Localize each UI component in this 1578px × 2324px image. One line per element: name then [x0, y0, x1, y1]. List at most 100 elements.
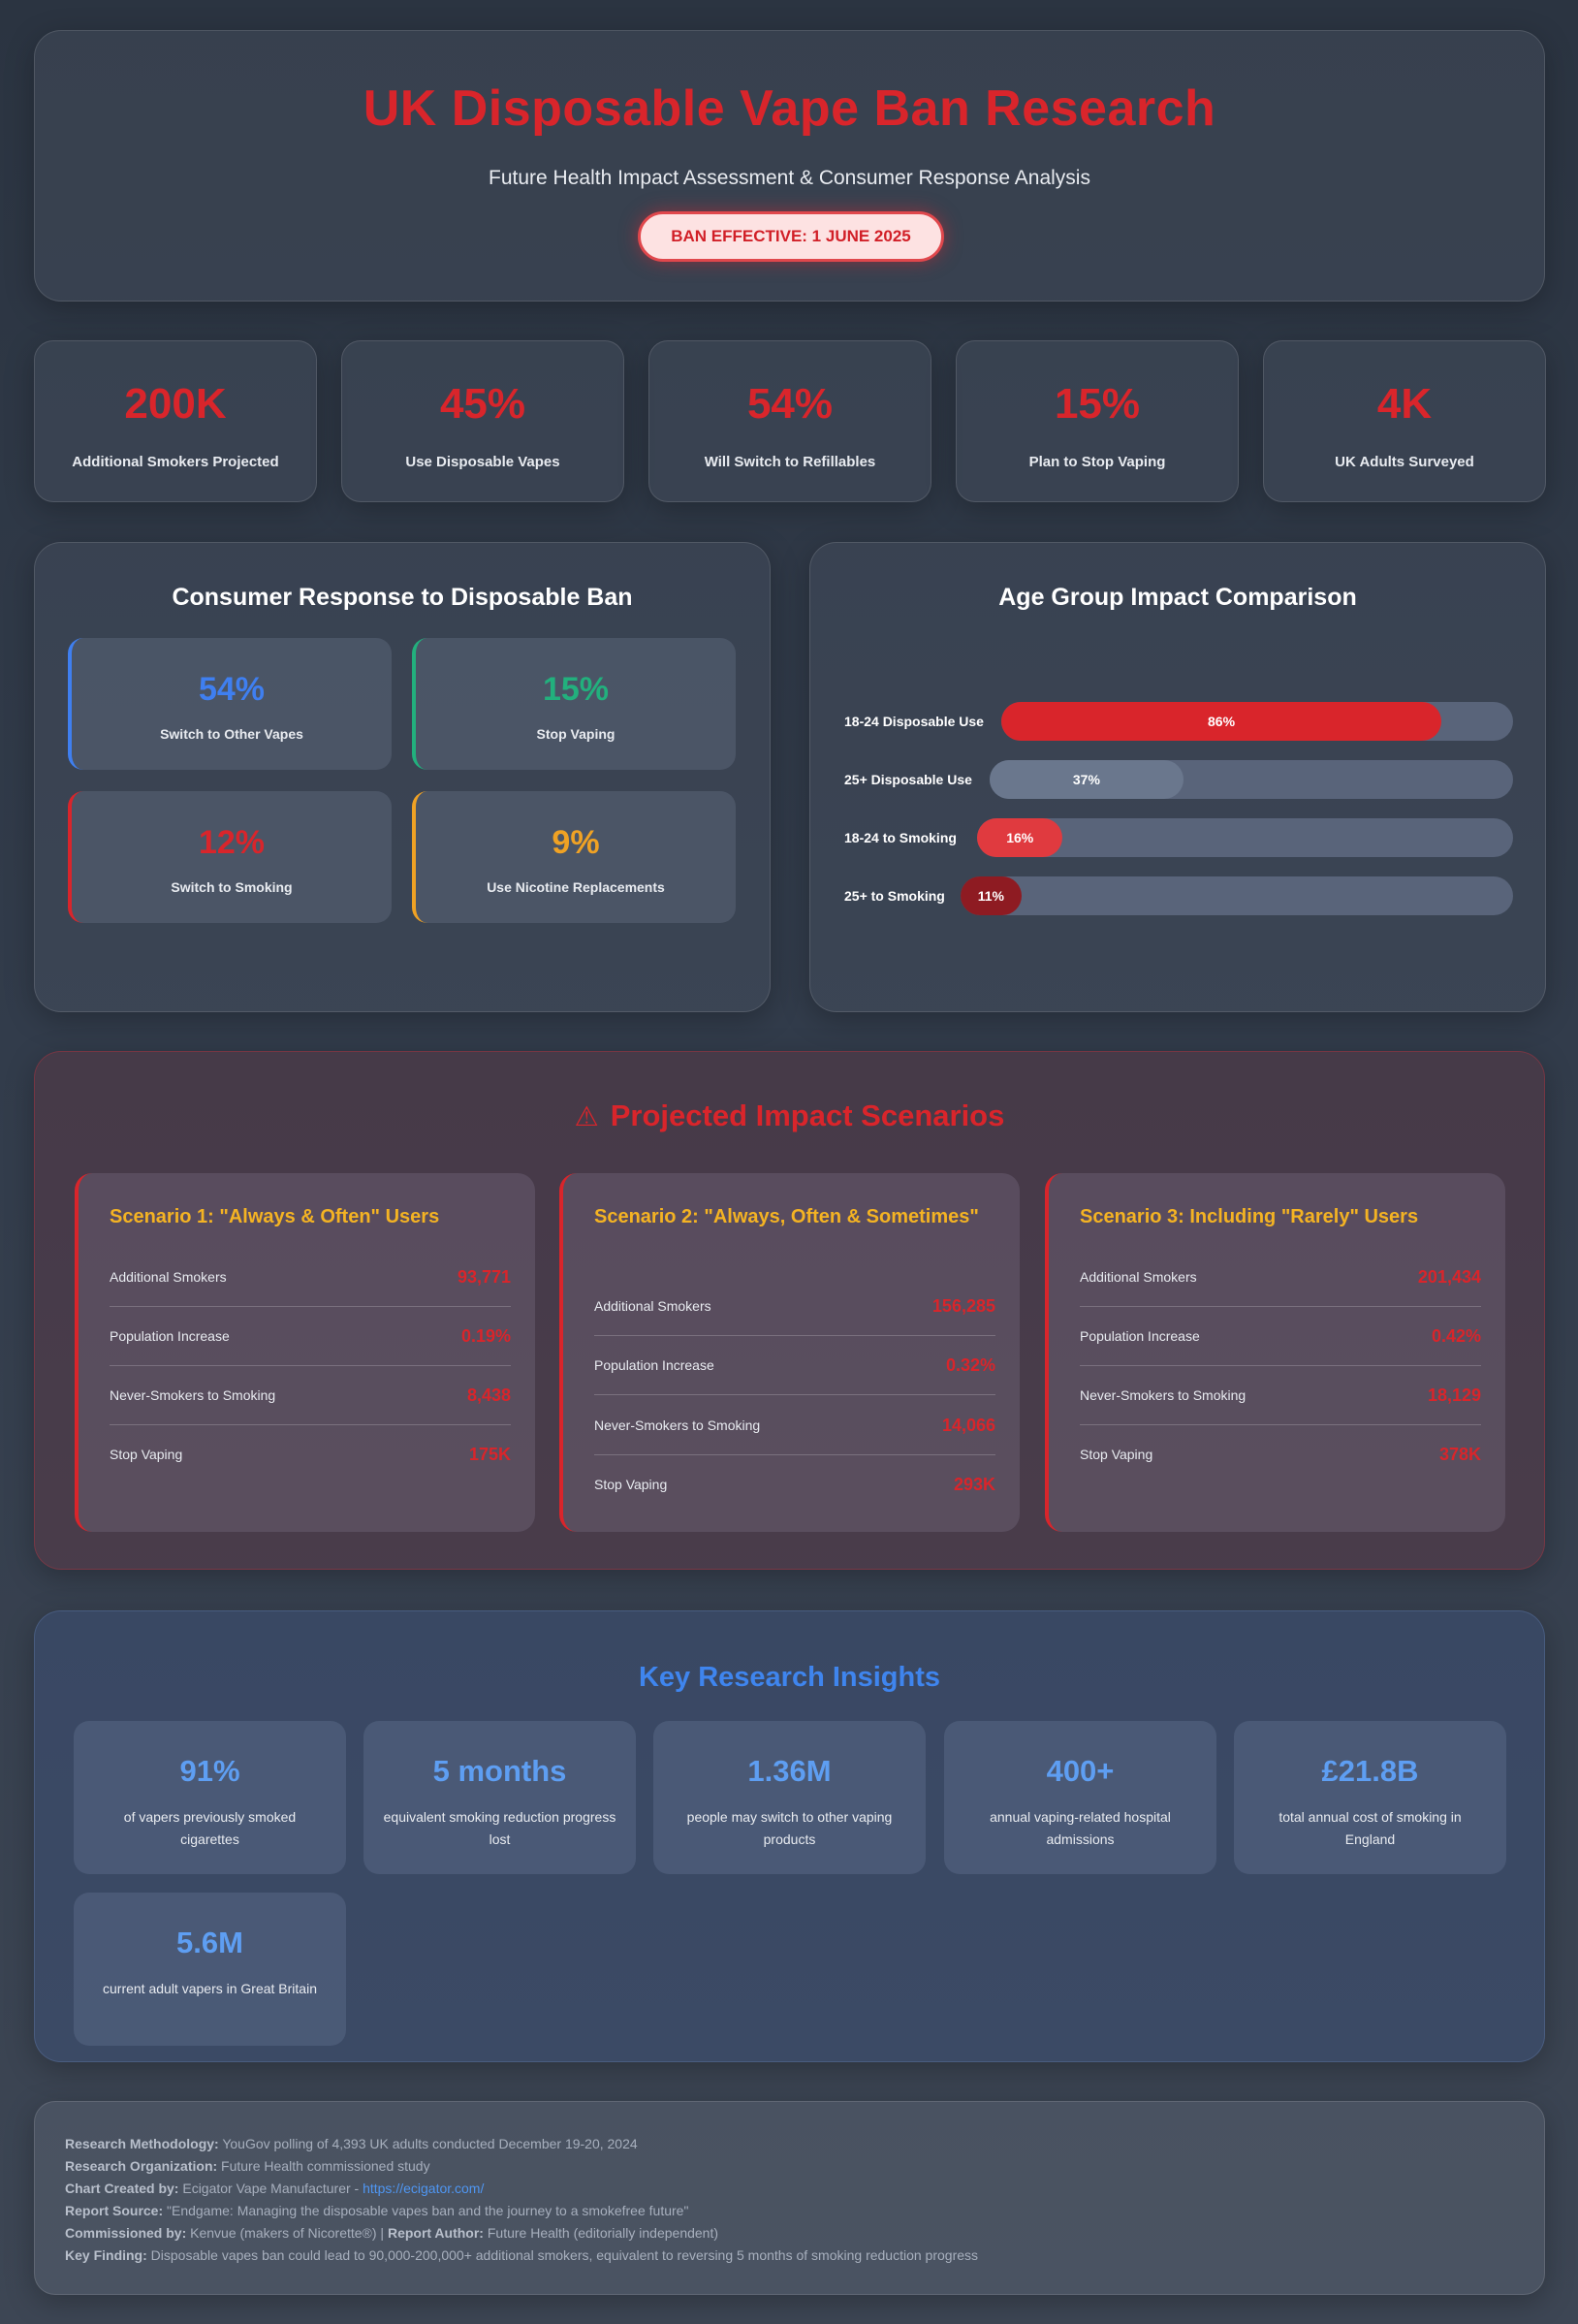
stat-card-switch-refillables: 54% Will Switch to Refillables [648, 340, 931, 502]
scenario-metric: Additional Smokers [1080, 1269, 1197, 1285]
insight-label: annual vaping-related hospital admission… [990, 1809, 1171, 1847]
response-value: 15% [542, 671, 610, 708]
consumer-response-title: Consumer Response to Disposable Ban [172, 584, 633, 611]
response-card-other-vapes: 54% Switch to Other Vapes [68, 638, 392, 770]
scenario-value: 378K [1438, 1445, 1481, 1464]
stat-value: 4K [1376, 380, 1433, 428]
insight-card: 400+ annual vaping-related hospital admi… [944, 1721, 1216, 1874]
response-label: Switch to Other Vapes [160, 726, 303, 742]
response-value: 9% [552, 824, 600, 861]
scenario-value: 201,434 [1417, 1267, 1481, 1287]
scenario-row: Never-Smokers to Smoking 18,129 [1080, 1366, 1481, 1425]
footer-key-finding: Key Finding: Disposable vapes ban could … [65, 2247, 979, 2263]
scenario-metric: Never-Smokers to Smoking [110, 1387, 276, 1403]
response-card-smoking: 12% Switch to Smoking [68, 791, 392, 923]
insight-value: 1.36M [747, 1754, 832, 1788]
scenarios-title-text: Projected Impact Scenarios [610, 1098, 1005, 1132]
scenario-row: Additional Smokers 93,771 [110, 1248, 511, 1307]
scenario-value: 0.42% [1431, 1326, 1481, 1346]
age-bar-row: 18-24 Disposable Use 86% [844, 702, 1513, 741]
page-title: UK Disposable Vape Ban Research [363, 80, 1216, 137]
age-bar-value: 11% [977, 888, 1004, 904]
insights-title: Key Research Insights [638, 1662, 941, 1693]
scenario-metric: Additional Smokers [594, 1298, 711, 1314]
response-card-nicotine-replacements: 9% Use Nicotine Replacements [412, 791, 736, 923]
insight-card: 91% of vapers previously smoked cigarett… [74, 1721, 346, 1874]
scenario-value: 8,438 [466, 1385, 511, 1405]
age-bar-track: 11% [961, 876, 1513, 915]
age-bar-fill: 11% [961, 876, 1022, 915]
age-bar-fill: 37% [990, 760, 1184, 799]
scenario-row: Population Increase 0.19% [110, 1307, 511, 1366]
response-label: Switch to Smoking [171, 879, 293, 895]
stat-value: 15% [1054, 380, 1141, 428]
insight-label: people may switch to other vaping produc… [686, 1809, 893, 1847]
insight-value: 400+ [1046, 1754, 1115, 1788]
scenario-value: 93,771 [457, 1267, 511, 1287]
insight-card: 5.6M current adult vapers in Great Brita… [74, 1893, 346, 2046]
consumer-response-panel: Consumer Response to Disposable Ban 54% … [34, 542, 771, 1012]
age-bar-label: 25+ to Smoking [844, 888, 945, 904]
footer-notes: Research Methodology: YouGov polling of … [65, 2133, 1514, 2267]
scenario-card-1: Scenario 1: "Always & Often" Users Addit… [75, 1173, 535, 1532]
insight-label: of vapers previously smoked cigarettes [123, 1809, 297, 1847]
stat-value: 54% [746, 380, 834, 428]
ecigator-link[interactable]: https://ecigator.com/ [363, 2181, 485, 2196]
ban-date-badge: BAN EFFECTIVE: 1 JUNE 2025 [638, 211, 944, 262]
footer-commissioned: Commissioned by: Kenvue (makers of Nicor… [65, 2225, 719, 2241]
scenario-metric: Population Increase [110, 1328, 230, 1344]
scenario-heading: Scenario 3: Including "Rarely" Users [1080, 1206, 1419, 1227]
stat-card-adults-surveyed: 4K UK Adults Surveyed [1263, 340, 1546, 502]
insight-label: current adult vapers in Great Britain [103, 1981, 317, 1996]
footer-chart-credit: Chart Created by: Ecigator Vape Manufact… [65, 2181, 485, 2196]
warning-icon: ⚠ [574, 1101, 599, 1131]
insight-card: 5 months equivalent smoking reduction pr… [363, 1721, 636, 1874]
age-bar-fill: 16% [977, 818, 1063, 857]
scenario-row: Stop Vaping 378K [1080, 1425, 1481, 1484]
scenario-heading: Scenario 2: "Always, Often & Sometimes" [594, 1206, 979, 1227]
scenario-value: 175K [468, 1445, 511, 1464]
age-bar-label: 18-24 to Smoking [844, 830, 957, 845]
page-subtitle: Future Health Impact Assessment & Consum… [489, 167, 1090, 189]
scenarios-panel: ⚠ Projected Impact Scenarios Scenario 1: … [34, 1051, 1545, 1570]
scenario-value: 293K [953, 1475, 995, 1494]
stat-label: Use Disposable Vapes [405, 454, 560, 470]
stat-label: UK Adults Surveyed [1335, 454, 1474, 470]
footer-methodology: Research Methodology: YouGov polling of … [65, 2136, 638, 2151]
scenario-value: 0.32% [945, 1355, 995, 1375]
stat-card-disposable-use: 45% Use Disposable Vapes [341, 340, 624, 502]
scenario-card-3: Scenario 3: Including "Rarely" Users Add… [1045, 1173, 1505, 1532]
age-bar-fill: 86% [1001, 702, 1442, 741]
age-group-panel: Age Group Impact Comparison 18-24 Dispos… [809, 542, 1546, 1012]
insight-label: equivalent smoking reduction progress lo… [383, 1809, 616, 1847]
scenario-metric: Never-Smokers to Smoking [1080, 1387, 1247, 1403]
stat-card-stop-vaping: 15% Plan to Stop Vaping [956, 340, 1239, 502]
scenario-metric: Population Increase [594, 1357, 714, 1373]
stat-card-additional-smokers: 200K Additional Smokers Projected [34, 340, 317, 502]
insight-card: 1.36M people may switch to other vaping … [653, 1721, 926, 1874]
footer-panel: Research Methodology: YouGov polling of … [34, 2101, 1545, 2295]
age-bar-row: 25+ to Smoking 11% [844, 876, 1513, 915]
scenario-metric: Population Increase [1080, 1328, 1200, 1344]
insights-panel: Key Research Insights 91% of vapers prev… [34, 1610, 1545, 2062]
insight-value: £21.8B [1321, 1754, 1419, 1788]
response-value: 54% [198, 671, 266, 708]
scenario-row: Population Increase 0.32% [594, 1336, 995, 1395]
insight-value: 5.6M [176, 1926, 243, 1959]
age-bar-track: 37% [990, 760, 1513, 799]
insight-card: £21.8B total annual cost of smoking in E… [1234, 1721, 1506, 1874]
scenario-row: Stop Vaping 175K [110, 1425, 511, 1484]
age-bar-value: 86% [1208, 714, 1236, 729]
scenario-row: Additional Smokers 156,285 [594, 1277, 995, 1336]
stat-value: 45% [439, 380, 526, 428]
stat-label: Will Switch to Refillables [704, 454, 876, 470]
scenario-metric: Never-Smokers to Smoking [594, 1417, 761, 1433]
stat-value: 200K [124, 380, 227, 428]
scenario-value: 156,285 [931, 1296, 995, 1316]
footer-report-source: Report Source: "Endgame: Managing the di… [65, 2203, 689, 2218]
scenario-metric: Stop Vaping [1080, 1447, 1153, 1462]
response-card-stop-vaping: 15% Stop Vaping [412, 638, 736, 770]
scenario-row: Additional Smokers 201,434 [1080, 1248, 1481, 1307]
age-group-title: Age Group Impact Comparison [998, 584, 1357, 611]
response-value: 12% [198, 824, 266, 861]
